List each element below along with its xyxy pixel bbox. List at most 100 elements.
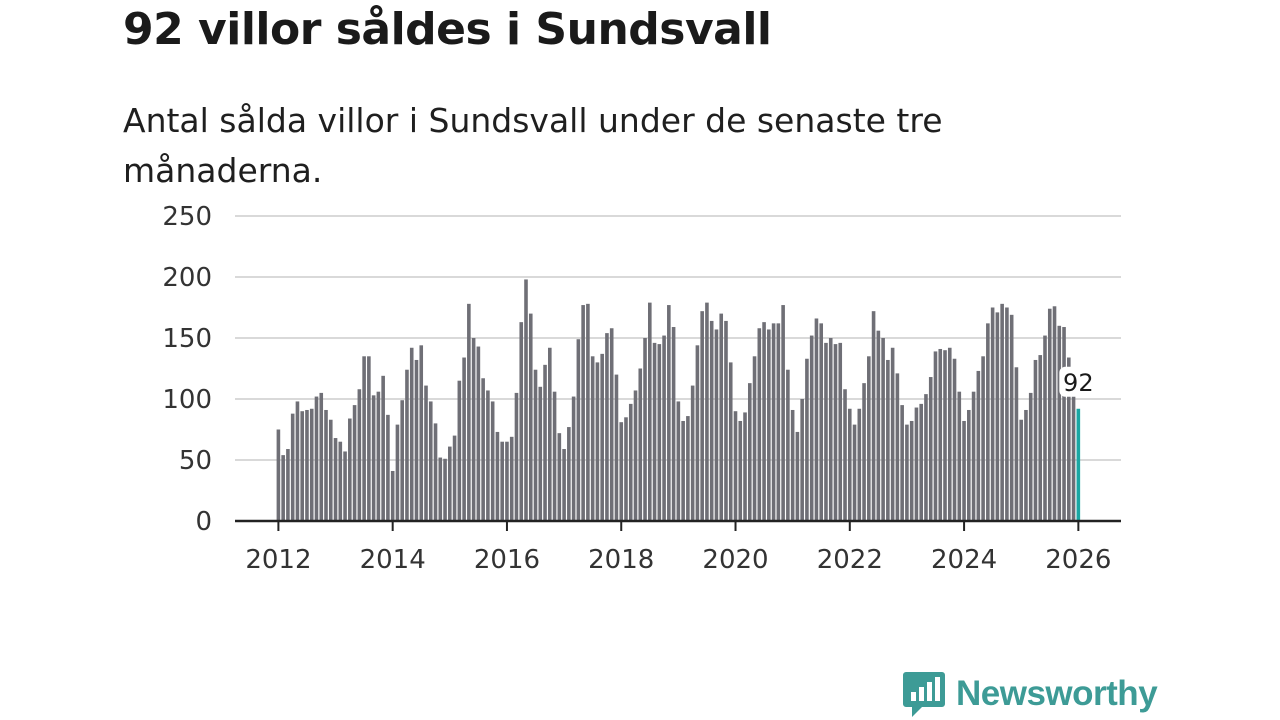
bar	[438, 457, 443, 521]
bar	[1014, 367, 1019, 521]
bar	[886, 359, 890, 521]
bar	[533, 369, 538, 521]
bar	[905, 424, 909, 521]
bar	[795, 431, 800, 521]
bar	[871, 311, 876, 521]
y-tick-label: 50	[179, 446, 212, 476]
bar	[676, 401, 681, 521]
bar-chart: 0 50 100 150 200 250 2012 2014 2016 2018 2020 2022…	[162, 202, 1121, 575]
bar	[633, 390, 638, 521]
chart-subtitle: Antal sålda villor i Sundsvall under de …	[123, 101, 943, 190]
bar	[652, 342, 657, 521]
bar	[367, 356, 371, 521]
bar	[1052, 306, 1057, 521]
x-tick-label: 2026	[1045, 545, 1111, 575]
bar	[890, 347, 895, 521]
bar	[933, 351, 938, 521]
bar	[428, 401, 433, 521]
bar	[362, 356, 366, 521]
bar	[1071, 391, 1076, 521]
bar	[852, 424, 857, 521]
bar	[767, 329, 771, 521]
bar	[957, 391, 962, 521]
bar	[614, 374, 619, 521]
bar	[571, 396, 576, 521]
bar	[543, 364, 547, 521]
bar	[481, 378, 485, 521]
bar	[319, 392, 324, 521]
x-tick-label: 2016	[474, 545, 540, 575]
bar	[562, 449, 566, 521]
bar	[914, 407, 919, 521]
bar	[305, 409, 309, 521]
bar	[738, 420, 743, 521]
bar	[552, 391, 557, 521]
bar	[1057, 325, 1062, 521]
x-tick-label: 2018	[588, 545, 654, 575]
bar	[448, 446, 452, 521]
bar	[590, 356, 595, 521]
bar	[881, 338, 885, 521]
bar-highlight	[1076, 408, 1081, 521]
bar	[833, 344, 838, 521]
bar	[747, 383, 752, 521]
bar	[286, 449, 290, 521]
bar	[928, 377, 933, 521]
bar	[471, 338, 476, 521]
x-tick-label: 2014	[360, 545, 426, 575]
bar	[819, 323, 824, 521]
bar	[586, 303, 590, 521]
bar	[281, 455, 285, 521]
bar	[681, 420, 685, 521]
bar	[1038, 355, 1043, 521]
bar	[462, 357, 466, 521]
bar	[495, 431, 500, 521]
bar	[581, 305, 585, 521]
bar	[1028, 392, 1033, 521]
bar	[938, 348, 943, 521]
bar	[405, 369, 409, 521]
bar	[728, 362, 733, 521]
bar	[643, 338, 647, 521]
bar	[314, 396, 319, 521]
bar	[719, 313, 724, 521]
bar	[1047, 308, 1052, 521]
bar	[600, 353, 604, 521]
bar	[409, 347, 414, 521]
bar	[986, 323, 990, 521]
bar	[424, 385, 428, 521]
bar	[400, 400, 404, 521]
bar	[967, 409, 971, 521]
bar	[505, 441, 509, 521]
bar	[867, 356, 871, 521]
bar	[876, 330, 881, 521]
bar	[952, 358, 957, 521]
bar	[1024, 409, 1028, 521]
bar	[667, 305, 671, 521]
bar	[457, 380, 462, 521]
bar	[776, 323, 781, 521]
bar	[648, 302, 652, 521]
bar	[348, 418, 352, 521]
x-tick-label: 2024	[931, 545, 997, 575]
bar	[862, 383, 866, 521]
bar	[924, 394, 928, 521]
bar	[671, 327, 676, 521]
bar	[390, 470, 395, 521]
bar	[1005, 307, 1009, 521]
x-tick-label: 2020	[702, 545, 768, 575]
bar	[381, 375, 385, 521]
bar	[976, 370, 981, 521]
y-tick-label: 100	[162, 385, 212, 415]
bar	[514, 392, 519, 521]
bar	[500, 441, 504, 521]
bar	[733, 411, 738, 521]
bar	[443, 458, 447, 521]
bar	[324, 409, 328, 521]
bar	[333, 438, 338, 521]
bar	[328, 419, 333, 521]
bar	[519, 322, 524, 521]
x-axis-ticks: 2012 2014 2016 2018 2020 2022 2024 2026	[245, 521, 1111, 575]
bar	[724, 320, 728, 521]
bar	[309, 408, 314, 521]
